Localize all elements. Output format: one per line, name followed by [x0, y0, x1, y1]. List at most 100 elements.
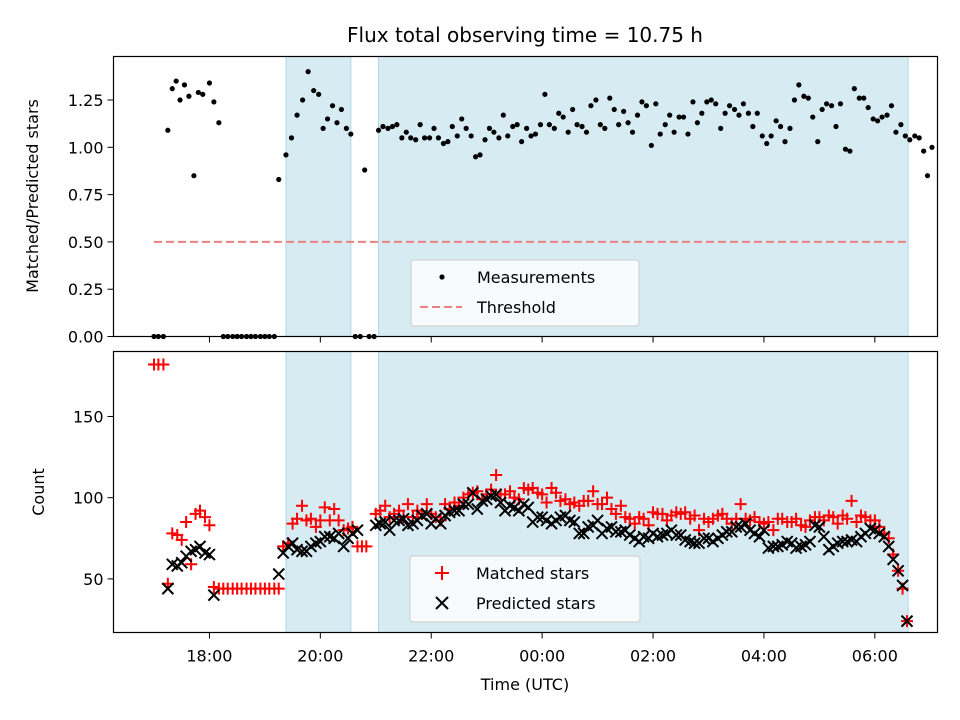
measurement-point: [477, 152, 483, 158]
top-x-ticks: [208, 336, 876, 343]
top-y-tick-label: 1.00: [68, 138, 104, 157]
top-axes-frame: [112, 55, 939, 338]
measurement-point: [583, 129, 590, 135]
predicted-star-point: [295, 545, 309, 558]
measurement-point: [787, 125, 793, 131]
measurement-point: [177, 97, 183, 103]
predicted-star-point: [471, 502, 484, 516]
predicted-star-point: [753, 530, 766, 543]
measurement-point: [893, 129, 899, 135]
predicted-star-point: [161, 582, 175, 595]
measurement-point: [524, 125, 530, 131]
measurement-point: [764, 140, 770, 147]
measurement-point: [565, 129, 571, 135]
measurement-point: [375, 127, 382, 133]
predicted-star-point: [573, 527, 586, 540]
measurement-point: [283, 152, 289, 158]
matched-star-point: [637, 512, 650, 525]
bottom-shaded-interval-0: [285, 351, 352, 633]
measurement-point: [722, 110, 728, 116]
matched-star-point: [845, 494, 858, 507]
measurement-point: [819, 106, 825, 113]
matched-star-point: [296, 499, 309, 512]
predicted-star-point: [203, 548, 216, 561]
x-tick-label: 06:00: [852, 647, 898, 666]
matched-star-point: [609, 507, 622, 520]
measurement-point: [879, 114, 885, 120]
predicted-star-point: [397, 512, 410, 526]
measurement-point: [169, 86, 175, 92]
matched-star-point: [614, 499, 627, 512]
measurement-point: [463, 125, 469, 131]
measurement-point: [472, 154, 479, 160]
measurement-point: [653, 101, 659, 107]
predicted-star-point: [462, 497, 475, 511]
measurement-point: [810, 114, 816, 120]
legend-matched-label: Matched stars: [476, 564, 589, 583]
predicted-star-point: [452, 504, 466, 517]
measurement-point: [833, 123, 839, 130]
measurement-point: [676, 114, 682, 120]
predicted-star-point: [332, 527, 345, 540]
predicted-star-point: [568, 515, 581, 529]
measurement-point: [782, 139, 788, 145]
measurement-point: [929, 144, 935, 150]
measurement-point: [500, 112, 506, 118]
matched-star-point: [328, 503, 341, 516]
predicted-star-point: [730, 520, 743, 534]
measurement-point: [385, 125, 391, 131]
measurement-point: [574, 122, 580, 128]
matched-star-point: [841, 512, 854, 525]
measurement-point: [639, 99, 645, 105]
measurement-point: [898, 122, 904, 128]
bottom-legend: Matched stars Predicted stars: [409, 555, 641, 623]
matched-star-point: [831, 517, 844, 530]
measurement-point: [195, 89, 201, 96]
measurement-point: [754, 110, 760, 116]
measurement-point: [445, 139, 451, 145]
matched-star-point: [332, 514, 345, 527]
measurement-point: [736, 112, 742, 118]
measurement-point: [532, 131, 539, 137]
measurement-point: [745, 110, 752, 116]
measurement-point: [324, 116, 331, 122]
measurement-point: [796, 82, 802, 88]
matched-star-point: [360, 540, 373, 553]
measurement-point: [449, 123, 455, 130]
measurement-point: [750, 123, 756, 130]
measurement-point: [828, 103, 835, 109]
x-tick-label: 18:00: [186, 647, 232, 666]
measurement-point: [399, 135, 405, 141]
measurement-point: [579, 123, 585, 130]
measurement-point: [294, 112, 300, 118]
matched-star-point: [490, 468, 503, 481]
top-shaded-interval-0: [285, 56, 352, 337]
measurement-point: [468, 133, 474, 139]
measurement-point: [657, 131, 663, 137]
bottom-y-tick-label: 150: [73, 407, 104, 426]
predicted-star-point: [900, 614, 914, 628]
matched-star-point: [291, 512, 304, 525]
measurement-point: [551, 125, 557, 131]
predicted-star-point: [420, 507, 434, 521]
measurement-point: [348, 131, 354, 137]
measurement-point: [528, 133, 534, 139]
matched-star-point: [799, 520, 812, 533]
predicted-star-point: [457, 497, 470, 511]
predicted-star-point: [522, 501, 535, 514]
matched-star-point: [850, 516, 863, 529]
top-y-tick-label: 0.50: [68, 233, 104, 252]
predicted-star-point: [276, 546, 290, 560]
measurement-point: [621, 108, 627, 114]
matched-star-point: [379, 499, 392, 512]
measurement-point: [815, 139, 821, 145]
top-y-tick-label: 0.75: [68, 186, 104, 205]
predicted-star-point: [739, 517, 752, 530]
matched-star-point: [734, 498, 747, 511]
bottom-axes-frame: [112, 350, 939, 634]
predicted-star-point: [175, 556, 188, 569]
predicted-star-point: [318, 530, 331, 543]
measurement-point: [510, 123, 516, 130]
measurement-point: [519, 139, 525, 145]
legend-predicted-marker: [435, 596, 449, 610]
